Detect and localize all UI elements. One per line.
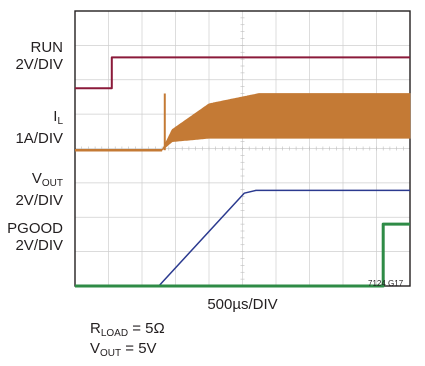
vout-name: VOUT xyxy=(31,170,63,189)
trace-pgood xyxy=(75,222,410,288)
rload-note: RLOAD = 5Ω xyxy=(90,320,165,339)
trace-il-band xyxy=(161,93,411,151)
x-axis-label: 500µs/DIV xyxy=(207,296,278,313)
trace-run xyxy=(75,56,410,90)
run-label: RUN 2V/DIV xyxy=(15,39,63,73)
grid xyxy=(74,10,411,287)
vout-label: VOUT 2V/DIV xyxy=(15,170,63,209)
traces xyxy=(75,56,411,288)
run-scale: 2V/DIV xyxy=(15,56,63,73)
figure-id: 7124 G17 xyxy=(368,279,404,288)
pgood-label: PGOOD 2V/DIV xyxy=(7,220,63,254)
il-scale: 1A/DIV xyxy=(15,130,63,147)
il-name: IL xyxy=(53,108,63,127)
vout-note: VOUT = 5V xyxy=(90,340,157,359)
pgood-name: PGOOD xyxy=(7,220,63,237)
pgood-scale: 2V/DIV xyxy=(15,237,63,254)
run-name: RUN xyxy=(30,39,64,56)
il-label: IL 1A/DIV xyxy=(15,108,63,147)
vout-scale: 2V/DIV xyxy=(15,192,63,209)
